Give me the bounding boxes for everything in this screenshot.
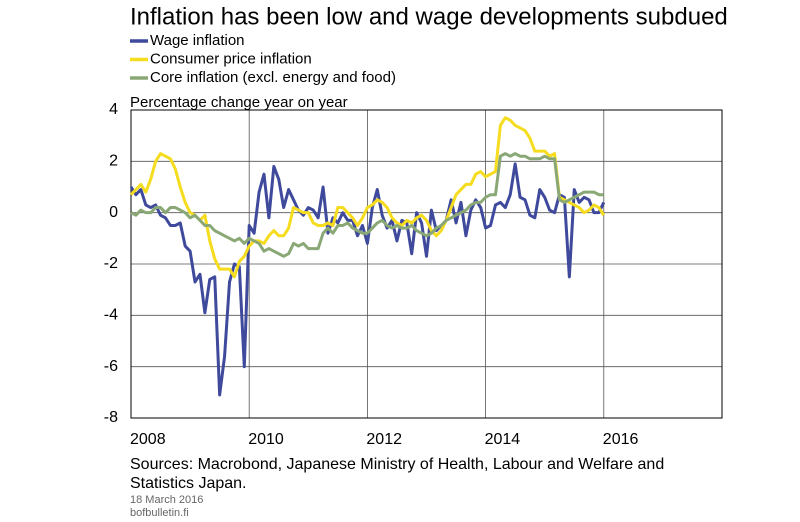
legend-label: Consumer price inflation: [150, 50, 312, 67]
legend-label: Wage inflation: [150, 32, 245, 49]
chart-title: Inflation has been low and wage developm…: [130, 3, 728, 30]
x-tick-label: 2014: [485, 431, 521, 448]
plot-frame: [130, 109, 723, 419]
site: bofbulletin.fi: [130, 507, 189, 519]
x-tick-label: 2010: [248, 431, 284, 448]
x-tick-label: 2012: [366, 431, 402, 448]
y-axis-label: Percentage change year on year: [130, 94, 348, 111]
x-tick-label: 2016: [603, 431, 639, 448]
series-line: [129, 162, 606, 397]
legend-label: Core inflation (excl. energy and food): [150, 69, 396, 86]
y-tick-label: 0: [109, 204, 118, 221]
y-tick-label: -6: [104, 358, 118, 375]
x-tick-label: 2008: [130, 431, 166, 448]
y-tick-label: 4: [109, 101, 118, 118]
source: Statistics Japan.: [130, 475, 247, 492]
source: Sources: Macrobond, Japanese Ministry of…: [130, 456, 664, 473]
y-tick-label: -4: [104, 307, 118, 324]
series-line: [129, 116, 606, 279]
series-line: [130, 152, 604, 258]
y-tick-label: -2: [104, 255, 118, 272]
y-tick-label: -8: [104, 409, 118, 426]
date: 18 March 2016: [130, 494, 203, 506]
y-tick-label: 2: [109, 153, 118, 170]
